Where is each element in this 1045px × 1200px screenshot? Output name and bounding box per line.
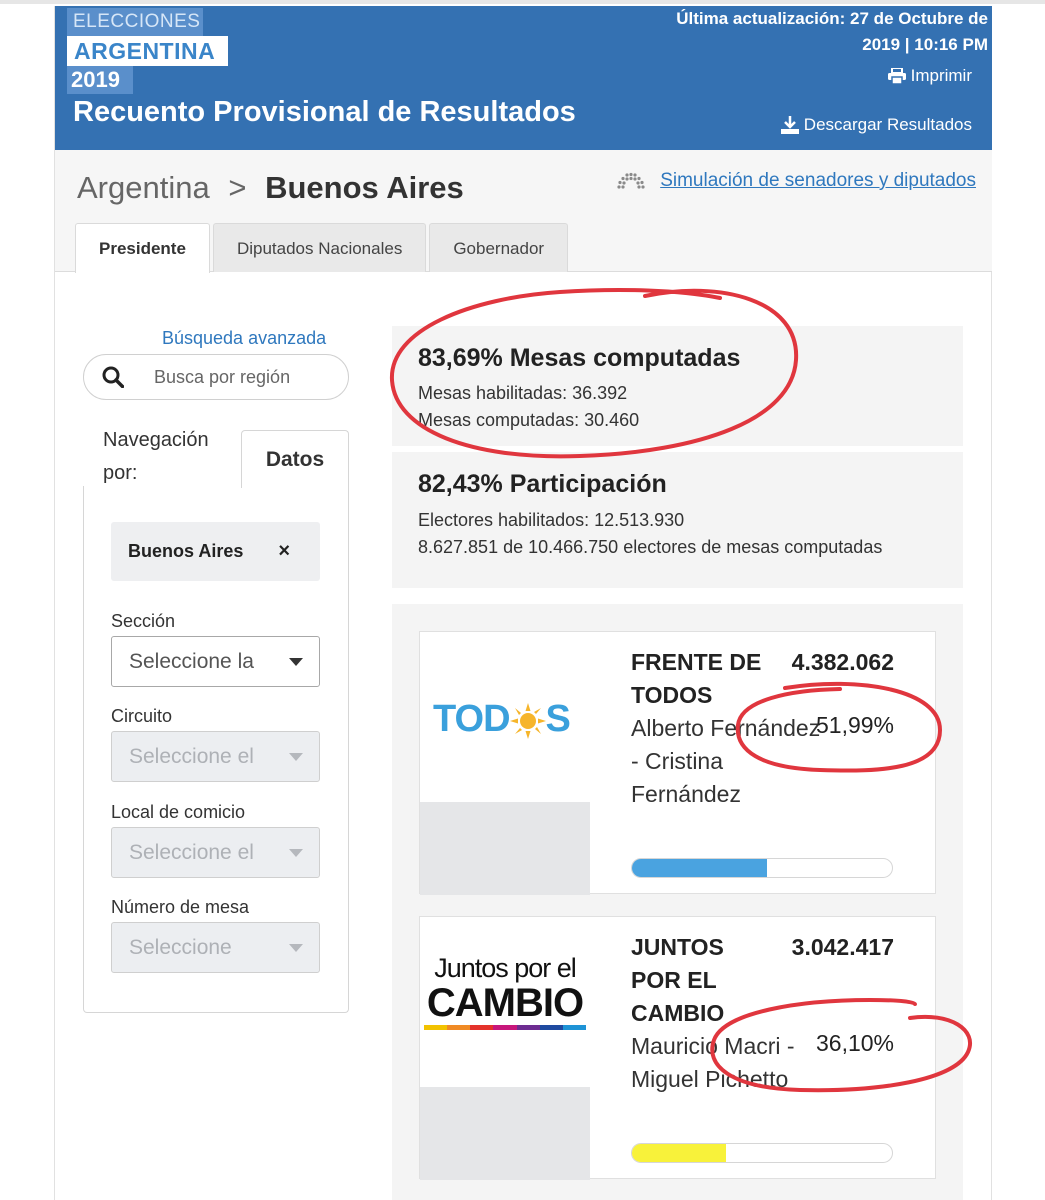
- top-border: [0, 0, 1045, 4]
- circuito-label: Circuito: [111, 706, 173, 726]
- participacion-title: 82,43% Participación: [418, 470, 667, 498]
- party-votes: 3.042.417: [791, 934, 894, 960]
- candidates: Alberto Fernández - Cristina Fernández: [631, 715, 821, 807]
- breadcrumb-separator: >: [228, 170, 247, 205]
- tab-gobernador[interactable]: Gobernador: [429, 223, 569, 272]
- local-comicio-select-value: Seleccione el: [129, 841, 254, 864]
- election-tabs: Presidente Diputados Nacionales Gobernad…: [75, 223, 569, 273]
- logo-line-1: ELECCIONES: [67, 8, 203, 36]
- download-results-button[interactable]: Descargar Resultados: [780, 115, 972, 135]
- todos-logo: TOD S: [433, 698, 571, 741]
- print-button[interactable]: Imprimir: [887, 66, 972, 86]
- todos-logo-text-left: TOD: [433, 698, 511, 740]
- cambio-logo-line-1: Juntos por el: [434, 953, 577, 983]
- breadcrumb: Argentina > Buenos Aires: [77, 170, 464, 206]
- search-icon: [102, 366, 124, 388]
- party-votes: 4.382.062: [791, 649, 894, 675]
- chevron-down-icon: [289, 944, 303, 952]
- party-percent: 36,10%: [815, 1030, 894, 1056]
- last-update: Última actualización: 27 de Octubre de 2…: [628, 6, 988, 58]
- breadcrumb-current: Buenos Aires: [265, 170, 464, 205]
- party-logo-cambio: Juntos por el CAMBIO: [420, 917, 590, 1087]
- numero-mesa-select: Seleccione: [111, 922, 320, 973]
- candidates: Mauricio Macri - Miguel Pichetto: [631, 1033, 795, 1092]
- vote-progress-fill: [632, 1144, 726, 1162]
- vote-progress-bar: [631, 1143, 893, 1163]
- chevron-down-icon: [289, 753, 303, 761]
- chevron-down-icon: [289, 849, 303, 857]
- last-update-line-1: Última actualización: 27 de Octubre de: [676, 9, 988, 28]
- logo-line-2: ARGENTINA: [67, 36, 228, 66]
- numero-mesa-label: Número de mesa: [111, 897, 250, 917]
- selected-region-label: Buenos Aires: [128, 541, 244, 561]
- result-card-frente-de-todos[interactable]: TOD S FRENTE DE TODOS 4.382.062 Alberto …: [419, 631, 936, 895]
- page-frame: ELECCIONES ARGENTINA 2019 Recuento Provi…: [54, 6, 992, 1200]
- logo-line-3: 2019: [67, 66, 133, 94]
- seccion-select[interactable]: Seleccione la: [111, 636, 320, 687]
- todos-logo-text-right: S: [545, 698, 571, 740]
- cambio-logo-line-2: CAMBIO: [426, 981, 584, 1025]
- download-icon: [780, 116, 799, 134]
- mesas-stats-box: 83,69% Mesas computadas Mesas habilitada…: [392, 326, 963, 446]
- navigation-label: Navegación por:: [103, 429, 209, 484]
- mesas-computadas-title: 83,69% Mesas computadas: [418, 344, 741, 372]
- vote-progress-bar: [631, 858, 893, 878]
- subheader: Argentina > Buenos Aires Simulación de s…: [55, 150, 992, 273]
- party-percent: 51,99%: [815, 712, 894, 738]
- simulation-link-text[interactable]: Simulación de senadores y diputados: [660, 170, 976, 191]
- simulation-link[interactable]: Simulación de senadores y diputados: [616, 170, 976, 192]
- print-label: Imprimir: [910, 66, 972, 85]
- tab-datos[interactable]: Datos: [241, 430, 349, 488]
- mesas-habilitadas: Mesas habilitadas: 36.392: [418, 383, 628, 403]
- party-name: JUNTOS POR EL CAMBIO: [631, 934, 725, 1026]
- selected-region-chip: Buenos Aires ×: [111, 522, 320, 581]
- search-placeholder: Busca por región: [154, 367, 291, 387]
- header-bar: ELECCIONES ARGENTINA 2019 Recuento Provi…: [55, 6, 992, 150]
- seccion-select-value: Seleccione la: [129, 650, 254, 673]
- result-card-juntos-por-el-cambio[interactable]: Juntos por el CAMBIO JUNTOS POR EL CAMBI…: [419, 916, 936, 1180]
- cambio-logo-stripe: [424, 1025, 586, 1030]
- breadcrumb-root[interactable]: Argentina: [77, 170, 210, 205]
- last-update-line-2: 2019 | 10:16 PM: [862, 35, 988, 54]
- mesas-computadas: Mesas computadas: 30.460: [418, 410, 640, 430]
- tab-presidente[interactable]: Presidente: [75, 223, 210, 273]
- circuito-select-value: Seleccione el: [129, 745, 254, 768]
- results-panel: TOD S FRENTE DE TODOS 4.382.062 Alberto …: [392, 604, 963, 1200]
- participacion-stats-box: 82,43% Participación Electores habilitad…: [392, 452, 963, 588]
- seccion-label: Sección: [111, 611, 176, 631]
- local-comicio-label: Local de comicio: [111, 802, 246, 822]
- circuito-select: Seleccione el: [111, 731, 320, 782]
- advanced-search-link[interactable]: Búsqueda avanzada: [162, 328, 327, 348]
- download-label: Descargar Resultados: [803, 115, 972, 134]
- party-name: FRENTE DE TODOS: [631, 649, 762, 708]
- vote-progress-fill: [632, 859, 768, 877]
- numero-mesa-select-value: Seleccione: [129, 936, 232, 959]
- chevron-down-icon: [289, 658, 303, 666]
- printer-icon: [887, 68, 906, 84]
- electores-habilitados: Electores habilitados: 12.513.930: [418, 510, 685, 530]
- party-logo-todos: TOD S: [420, 632, 590, 802]
- close-icon[interactable]: ×: [278, 540, 290, 562]
- region-search-input[interactable]: Busca por región: [83, 354, 349, 400]
- electores-computados: 8.627.851 de 10.466.750 electores de mes…: [418, 537, 883, 557]
- page-title: Recuento Provisional de Resultados: [73, 96, 576, 128]
- logo-placeholder: [420, 1087, 590, 1180]
- tab-diputados-nacionales[interactable]: Diputados Nacionales: [212, 223, 427, 272]
- parliament-icon: [617, 172, 645, 189]
- sun-icon: [509, 702, 546, 739]
- cambio-logo: Juntos por el CAMBIO: [420, 953, 590, 1030]
- local-comicio-select: Seleccione el: [111, 827, 320, 878]
- logo-placeholder: [420, 802, 590, 895]
